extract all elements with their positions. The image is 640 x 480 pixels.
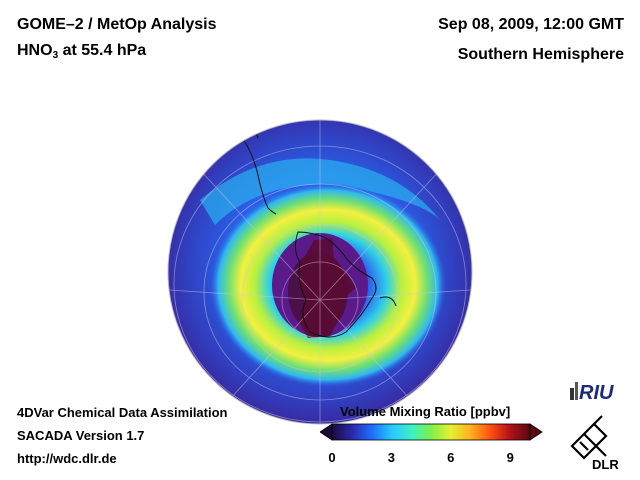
dlr-logo: DLR xyxy=(570,415,619,472)
svg-text:DLR: DLR xyxy=(592,457,619,472)
footer-line-3[interactable]: http://wdc.dlr.de xyxy=(17,451,117,466)
globe-outline xyxy=(167,119,473,425)
colorbar-tick-label: 3 xyxy=(387,450,396,465)
colorbar-ramp xyxy=(331,423,531,441)
colorbar-tick-label: 6 xyxy=(447,450,455,465)
colorbar-title: Volume Mixing Ratio [ppbv] xyxy=(340,404,511,419)
species-level-title: HNO3 at 55.4 hPa xyxy=(17,42,147,61)
footer-line-1: 4DVar Chemical Data Assimilation xyxy=(17,405,228,420)
date-label: Sep 08, 2009, 12:00 GMT xyxy=(438,16,624,33)
species-name: HNO xyxy=(17,42,53,59)
analysis-title: GOME–2 / MetOp Analysis xyxy=(17,16,217,33)
cyan-filament xyxy=(200,158,440,225)
footer-line-2: SACADA Version 1.7 xyxy=(17,428,145,443)
riu-logo: RIU xyxy=(570,382,614,404)
region-label: Southern Hemisphere xyxy=(457,46,624,63)
graticule xyxy=(169,120,471,424)
colorbar xyxy=(320,423,543,441)
pressure-level: at 55.4 hPa xyxy=(58,42,147,59)
colorbar-tick-label: 0 xyxy=(328,450,336,465)
colorbar-tick-label: 9 xyxy=(506,450,514,465)
colorbar-high-arrow xyxy=(529,423,543,441)
species-subscript: 3 xyxy=(52,50,59,61)
svg-text:RIU: RIU xyxy=(579,382,614,404)
colorbar-low-arrow xyxy=(320,423,333,441)
